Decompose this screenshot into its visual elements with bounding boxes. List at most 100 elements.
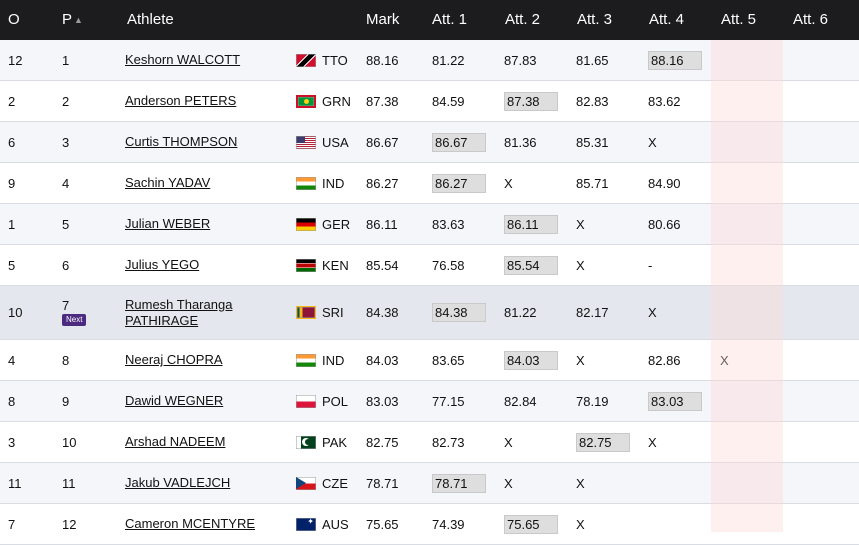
header-att6[interactable]: Att. 6 — [793, 11, 829, 28]
tto-flag-icon — [296, 53, 316, 67]
table-row: 4 8 Neeraj CHOPRA IND 84.03 83.65 84.03 X 82.86 X — [0, 340, 859, 381]
best-attempt-value: 88.16 — [648, 50, 702, 70]
ind-flag-icon — [296, 353, 316, 367]
header-position[interactable]: P ▲ — [62, 0, 83, 40]
athlete-name-link[interactable]: Julius YEGO — [125, 257, 199, 273]
attempt-value: 81.36 — [504, 134, 537, 150]
athlete-name-link[interactable]: Dawid WEGNER — [125, 393, 223, 409]
best-attempt-value: 83.03 — [648, 391, 702, 411]
header-order[interactable]: O — [8, 11, 20, 28]
attempt-value: X — [648, 134, 657, 150]
attempt-1-cell: 78.71 — [432, 463, 486, 503]
athlete-cell: Curtis THOMPSON — [125, 122, 237, 162]
athlete-name-link[interactable]: Cameron MCENTYRE — [125, 516, 255, 532]
attempt-value: 87.83 — [504, 52, 537, 68]
country-code: GER — [322, 216, 351, 232]
mark-cell: 84.38 — [366, 305, 399, 320]
country-cell: CZE — [296, 463, 348, 503]
attempt-value: 82.86 — [648, 352, 681, 368]
country-code: TTO — [322, 52, 348, 68]
attempt-3-cell: 78.19 — [576, 381, 609, 421]
attempt-3-cell: X — [576, 463, 585, 503]
best-attempt-value: 75.65 — [504, 514, 558, 534]
attempt-1-cell: 84.38 — [432, 286, 486, 339]
table-row: 5 6 Julius YEGO KEN 85.54 76.58 85.54 X - — [0, 245, 859, 286]
athlete-name-link[interactable]: Rumesh Tharanga PATHIRAGE — [125, 297, 232, 329]
position-cell: 7 — [62, 297, 70, 313]
table-row: 9 4 Sachin YADAV IND 86.27 86.27 X 85.71 84.90 — [0, 163, 859, 204]
attempt-2-cell: 84.03 — [504, 340, 558, 380]
order-cell: 8 — [8, 393, 16, 409]
attempt-1-cell: 86.67 — [432, 122, 486, 162]
header-mark[interactable]: Mark — [366, 11, 400, 28]
best-attempt-value: 82.75 — [576, 432, 630, 452]
order-cell: 3 — [8, 434, 16, 450]
attempt-1-cell: 77.15 — [432, 381, 465, 421]
attempt-1-cell: 83.63 — [432, 204, 465, 244]
header-athlete[interactable]: Athlete — [127, 11, 174, 28]
athlete-name-line2: PATHIRAGE — [125, 312, 199, 328]
athlete-name: Julian WEBER — [125, 216, 211, 231]
athlete-cell: Rumesh Tharanga PATHIRAGE — [125, 286, 232, 339]
athlete-name-link[interactable]: Julian WEBER — [125, 216, 210, 232]
position-cell: 4 — [62, 175, 70, 191]
header-att3[interactable]: Att. 3 — [577, 11, 613, 28]
mark-cell: 86.27 — [366, 175, 399, 191]
attempt-value: 83.63 — [432, 216, 465, 232]
attempt-value: 82.17 — [576, 305, 609, 320]
attempt-2-cell: 85.54 — [504, 245, 558, 285]
best-attempt-value: 86.27 — [432, 173, 486, 193]
mark-cell: 85.54 — [366, 257, 399, 273]
athlete-name-link[interactable]: Anderson PETERS — [125, 93, 236, 109]
order-cell: 11 — [8, 475, 22, 491]
position-cell: 5 — [62, 216, 70, 232]
table-row: 8 9 Dawid WEGNER POL 83.03 77.15 82.84 78.19 83.… — [0, 381, 859, 422]
header-att1[interactable]: Att. 1 — [432, 11, 468, 28]
attempt-value: X — [576, 216, 585, 232]
attempt-value: X — [576, 257, 585, 273]
athlete-name-link[interactable]: Keshorn WALCOTT — [125, 52, 240, 68]
attempt-4-cell: 84.90 — [648, 163, 681, 203]
attempt-value: 85.71 — [576, 175, 609, 191]
athlete-name-link[interactable]: Curtis THOMPSON — [125, 134, 237, 150]
athlete-name: Rumesh Tharanga — [125, 296, 233, 312]
athlete-cell: Keshorn WALCOTT — [125, 40, 240, 80]
attempt-1-cell: 81.22 — [432, 40, 465, 80]
header-att4[interactable]: Att. 4 — [649, 11, 685, 28]
attempt-3-cell: 82.83 — [576, 81, 609, 121]
aus-flag-icon — [296, 517, 316, 531]
athlete-name-link[interactable]: Arshad NADEEM — [125, 434, 225, 450]
country-code: GRN — [322, 93, 351, 109]
athlete-name: Julius YEGO — [125, 257, 200, 272]
attempt-value: 74.39 — [432, 516, 465, 532]
attempt-4-cell: 82.86 — [648, 340, 681, 380]
order-cell: 5 — [8, 257, 16, 273]
table-row: 2 2 Anderson PETERS GRN 87.38 84.59 87.38 82.83… — [0, 81, 859, 122]
header-att5[interactable]: Att. 5 — [721, 11, 757, 28]
attempt-2-cell: 81.36 — [504, 122, 537, 162]
ken-flag-icon — [296, 258, 316, 272]
header-att2[interactable]: Att. 2 — [505, 11, 541, 28]
athlete-name-link[interactable]: Sachin YADAV — [125, 175, 210, 191]
attempt-3-cell: X — [576, 504, 585, 544]
attempt-value: X — [576, 475, 585, 491]
country-code: PAK — [322, 434, 348, 450]
athlete-cell: Cameron MCENTYRE — [125, 504, 255, 544]
best-attempt-value: 86.11 — [504, 214, 558, 234]
attempt-value: 82.84 — [504, 393, 537, 409]
athlete-name-link[interactable]: Neeraj CHOPRA — [125, 352, 223, 368]
country-code: CZE — [322, 475, 348, 491]
country-code: SRI — [322, 305, 344, 320]
attempt-value: 82.73 — [432, 434, 465, 450]
athlete-name-link[interactable]: Jakub VADLEJCH — [125, 475, 230, 491]
order-cell: 10 — [8, 305, 23, 320]
attempt-2-cell: 86.11 — [504, 204, 558, 244]
attempt-value: 81.22 — [432, 52, 465, 68]
athlete-name: Sachin YADAV — [125, 175, 211, 190]
table-row: 12 1 Keshorn WALCOTT TTO 88.16 81.22 87.83 81.6… — [0, 40, 859, 81]
attempt-4-cell: X — [648, 422, 657, 462]
table-header: O P ▲ Athlete Mark Att. 1 Att. 2 Att. 3 A… — [0, 0, 859, 40]
attempt-3-cell: X — [576, 340, 585, 380]
badge-cell: Next — [62, 312, 87, 326]
position-cell: 8 — [62, 352, 70, 368]
